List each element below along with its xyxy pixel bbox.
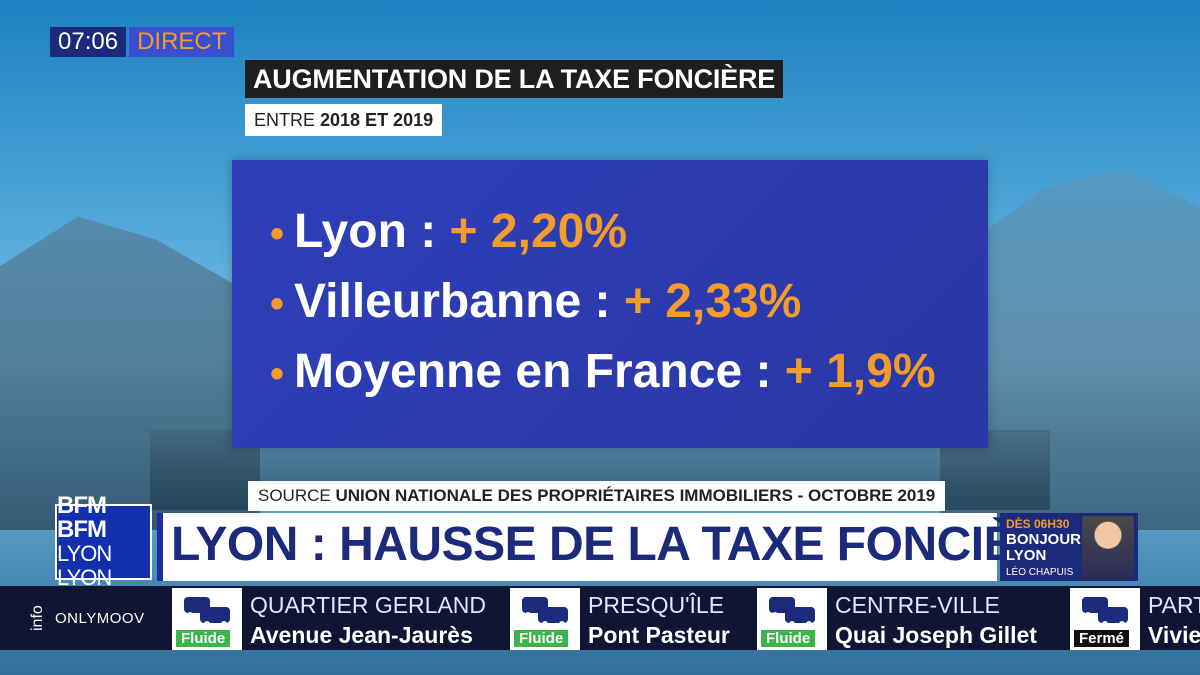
traffic-icon-box: Fluide [757, 588, 827, 650]
subtitle-prefix: ENTRE [254, 110, 321, 130]
headline-bar: LYON : HAUSSE DE LA TAXE FONCIÈRE [157, 513, 1081, 581]
show-host: LÉO CHAPUIS [1006, 567, 1074, 578]
clock-badge: 07:06 DIRECT [50, 27, 235, 57]
graphic-title: AUGMENTATION DE LA TAXE FONCIÈRE [245, 60, 784, 98]
traffic-item: Fluide QUARTIER GERLAND Avenue Jean-Jaur… [172, 588, 502, 650]
car-icon [1082, 597, 1128, 627]
live-label: DIRECT [129, 27, 235, 57]
stats-panel: • Lyon : + 2,20% • Villeurbanne : + 2,33% … [232, 160, 988, 448]
stat-value: + 1,9% [784, 345, 936, 398]
bullet-icon: • [270, 352, 285, 396]
stat-line-france: • Moyenne en France : + 1,9% [270, 344, 936, 399]
stat-value: + 2,33% [623, 275, 802, 328]
show-name: BONJOUR LYON [1006, 531, 1082, 564]
traffic-icon-box: Fluide [510, 588, 580, 650]
traffic-status: Fermé [1074, 630, 1130, 647]
traffic-zone: PRESQU'ÎLE [588, 592, 725, 618]
traffic-zone: PART [1148, 592, 1200, 618]
source-text: UNION NATIONALE DES PROPRIÉTAIRES IMMOBI… [335, 486, 936, 505]
traffic-icon-box: Fermé [1070, 588, 1140, 650]
stat-label: Lyon : [294, 205, 450, 258]
host-photo [1082, 516, 1134, 580]
traffic-road: Avenue Jean-Jaurès [250, 622, 473, 648]
source-caption: SOURCE UNION NATIONALE DES PROPRIÉTAIRES… [248, 481, 946, 511]
stat-line-villeurbanne: • Villeurbanne : + 2,33% [270, 274, 801, 329]
traffic-item: Fermé PART Vivie [1070, 588, 1200, 650]
stat-value: + 2,20% [449, 205, 628, 258]
stat-line-lyon: • Lyon : + 2,20% [270, 204, 627, 259]
clock-time: 07:06 [50, 27, 127, 57]
channel-logo: BFM BFM LYON LYON [55, 494, 152, 590]
traffic-status: Fluide [176, 630, 231, 647]
graphic-subtitle: ENTRE 2018 ET 2019 [245, 104, 443, 136]
traffic-zone: CENTRE-VILLE [835, 592, 1000, 618]
traffic-status: Fluide [514, 630, 569, 647]
logo-line-2: LYON LYON [57, 541, 112, 590]
car-icon [522, 597, 568, 627]
bullet-icon: • [270, 282, 285, 326]
show-time: DÈS 06H30 [1006, 517, 1070, 531]
logo-line-1: BFM BFM [57, 492, 107, 543]
traffic-icon-box: Fluide [172, 588, 242, 650]
show-card: DÈS 06H30 BONJOUR LYON LÉO CHAPUIS [1000, 513, 1138, 581]
traffic-road: Vivie [1148, 622, 1200, 648]
traffic-item: Fluide CENTRE-VILLE Quai Joseph Gillet [757, 588, 1062, 650]
stat-label: Moyenne en France : [294, 345, 785, 398]
bullet-icon: • [270, 212, 285, 256]
source-prefix: SOURCE [258, 486, 336, 505]
traffic-road: Pont Pasteur [588, 622, 730, 648]
traffic-status: Fluide [761, 630, 816, 647]
partner-logo: ONLYMOOV [55, 610, 145, 627]
info-label: info [29, 605, 46, 631]
subtitle-period: 2018 ET 2019 [320, 110, 434, 130]
car-icon [769, 597, 815, 627]
stat-label: Villeurbanne : [294, 275, 624, 328]
headline-text: LYON : HAUSSE DE LA TAXE FONCIÈRE [171, 518, 1081, 571]
car-icon [184, 597, 230, 627]
traffic-zone: QUARTIER GERLAND [250, 592, 487, 618]
traffic-road: Quai Joseph Gillet [835, 622, 1037, 648]
traffic-item: Fluide PRESQU'ÎLE Pont Pasteur [510, 588, 750, 650]
